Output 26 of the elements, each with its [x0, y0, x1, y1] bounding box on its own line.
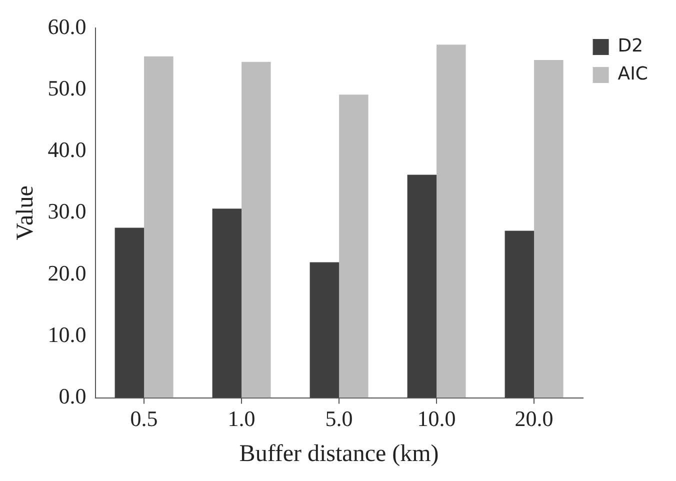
bar	[339, 94, 368, 398]
bar	[242, 62, 271, 398]
y-tick-label: 40.0	[48, 137, 86, 162]
legend-label: AIC	[618, 64, 648, 85]
x-axis-title: Buffer distance (km)	[239, 440, 439, 467]
y-tick-label: 60.0	[48, 14, 86, 39]
bar	[310, 262, 340, 398]
y-tick-label: 20.0	[48, 260, 86, 286]
y-tick-label: 50.0	[48, 75, 86, 100]
y-tick-label: 0.0	[58, 384, 86, 409]
x-tick-label: 20.0	[514, 406, 554, 431]
bar	[144, 56, 174, 398]
legend-label: D2	[618, 36, 644, 57]
y-tick-label: 30.0	[48, 198, 86, 224]
x-tick-label: 5.0	[325, 406, 353, 431]
x-tick-label: 10.0	[417, 406, 456, 431]
y-tick-label: 10.0	[48, 322, 86, 347]
bar	[212, 208, 242, 398]
bar	[504, 230, 534, 398]
bar	[436, 44, 466, 398]
bar	[407, 174, 437, 398]
bar	[114, 228, 144, 398]
bar	[534, 60, 564, 398]
x-tick-label: 0.5	[130, 406, 158, 431]
y-axis-title: Value	[12, 186, 39, 240]
x-tick-label: 1.0	[228, 406, 256, 431]
